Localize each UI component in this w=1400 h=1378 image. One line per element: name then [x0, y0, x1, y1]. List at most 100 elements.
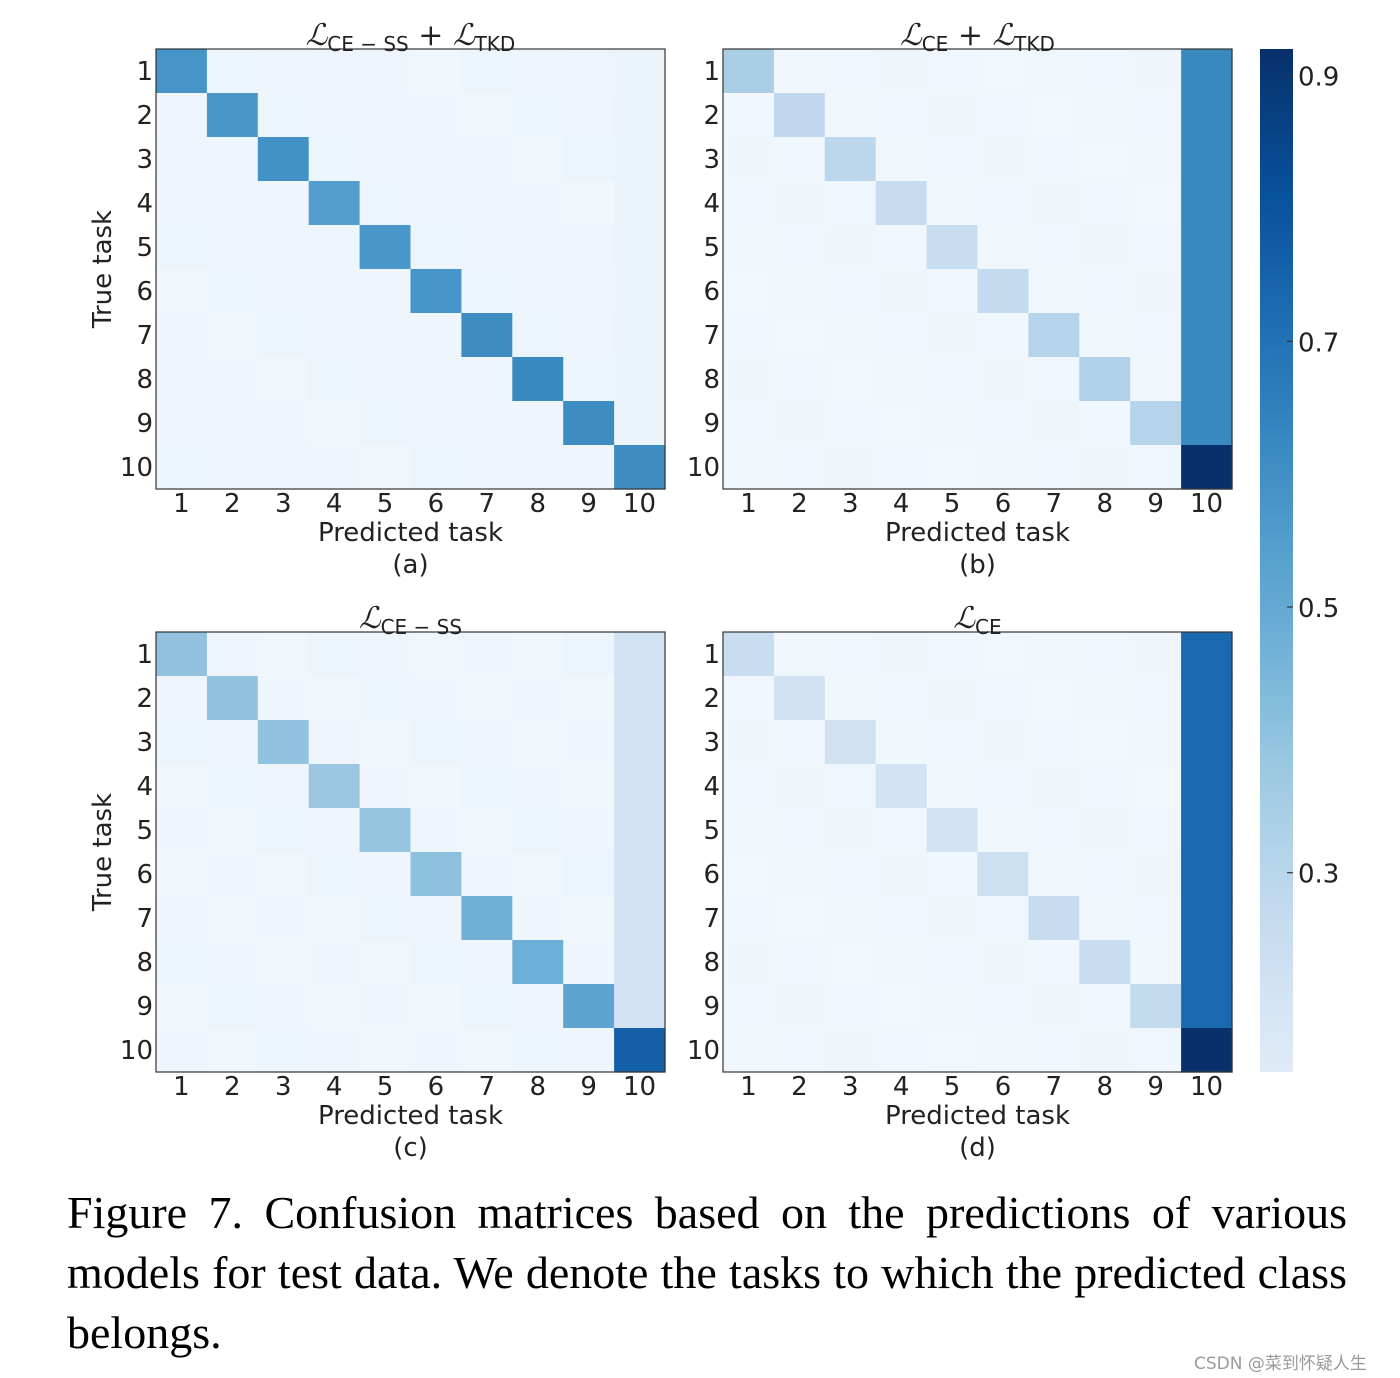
- x-axis-label: Predicted task: [885, 1101, 1070, 1131]
- matrix-cell: [977, 984, 1029, 1029]
- matrix-cell: [359, 896, 412, 941]
- matrix-cell: [1181, 896, 1233, 941]
- y-tick-label: 4: [703, 772, 720, 802]
- matrix-cell: [723, 632, 775, 677]
- matrix-cell: [461, 269, 513, 314]
- matrix-cell: [257, 896, 310, 941]
- matrix-cell: [359, 401, 412, 446]
- matrix-cell: [1079, 764, 1131, 809]
- matrix-cell: [512, 181, 564, 226]
- matrix-cell: [1079, 93, 1131, 138]
- x-axis-label: Predicted task: [318, 518, 503, 548]
- matrix-cell: [1079, 401, 1131, 446]
- matrix-cell: [461, 940, 513, 985]
- panel-label: (a): [392, 550, 428, 580]
- matrix-cell: [359, 49, 412, 94]
- matrix-cell: [926, 676, 979, 721]
- matrix-cell: [875, 676, 928, 721]
- matrix-cell: [410, 1028, 462, 1073]
- matrix-cell: [773, 632, 826, 677]
- matrix-cell: [614, 93, 666, 138]
- matrix-cell: [977, 896, 1029, 941]
- matrix-cell: [1028, 852, 1080, 897]
- matrix-cell: [308, 401, 361, 446]
- matrix-cell: [308, 357, 361, 402]
- x-tick-label: 2: [791, 489, 808, 519]
- matrix-cell: [723, 313, 775, 358]
- matrix-cell: [308, 225, 361, 270]
- matrix-cell: [206, 852, 259, 897]
- x-tick-label: 5: [377, 1072, 394, 1102]
- x-tick-label: 8: [1097, 489, 1114, 519]
- y-tick-label: 6: [703, 277, 720, 307]
- y-tick-label: 9: [703, 992, 720, 1022]
- matrix-cell: [461, 896, 513, 941]
- matrix-cell: [206, 401, 259, 446]
- colorbar-tick-label: 0.9: [1298, 63, 1339, 93]
- matrix-cell: [359, 269, 412, 314]
- matrix-cell: [461, 313, 513, 358]
- matrix-cell: [461, 676, 513, 721]
- matrix-cell: [977, 445, 1029, 490]
- matrix-cell: [257, 181, 310, 226]
- y-tick-label: 8: [136, 948, 153, 978]
- matrix-cell: [875, 357, 928, 402]
- matrix-cell: [824, 225, 877, 270]
- matrix-cell: [410, 764, 462, 809]
- matrix-cell: [824, 93, 877, 138]
- matrix-cell: [308, 1028, 361, 1073]
- x-tick-label: 9: [580, 489, 597, 519]
- matrix-cell: [512, 137, 564, 182]
- matrix-cell: [1079, 1028, 1131, 1073]
- matrix-cell: [1079, 676, 1131, 721]
- matrix-cell: [824, 720, 877, 765]
- x-tick-label: 3: [275, 489, 292, 519]
- y-tick-label: 8: [136, 365, 153, 395]
- matrix-cell: [206, 940, 259, 985]
- matrix-cell: [257, 137, 310, 182]
- matrix-cell: [824, 313, 877, 358]
- matrix-cell: [824, 137, 877, 182]
- matrix-cell: [614, 49, 666, 94]
- matrix-cell: [512, 808, 564, 853]
- matrix-cell: [977, 401, 1029, 446]
- colorbar-tick-label: 0.3: [1298, 860, 1339, 890]
- matrix-cell: [563, 181, 615, 226]
- matrix-cell: [512, 940, 564, 985]
- matrix-cell: [875, 445, 928, 490]
- matrix-cell: [257, 720, 310, 765]
- matrix-cell: [977, 632, 1029, 677]
- matrix-cell: [977, 181, 1029, 226]
- matrix-cell: [824, 269, 877, 314]
- matrix-cell: [257, 357, 310, 402]
- matrix-cell: [359, 720, 412, 765]
- matrix-cell: [563, 225, 615, 270]
- matrix-cell: [1079, 269, 1131, 314]
- y-tick-label: 7: [703, 321, 720, 351]
- matrix-cell: [359, 984, 412, 1029]
- matrix-cell: [1079, 808, 1131, 853]
- matrix-cell: [156, 896, 208, 941]
- x-tick-label: 1: [740, 1072, 757, 1102]
- x-tick-label: 1: [173, 489, 190, 519]
- matrix-cell: [1028, 764, 1080, 809]
- matrix-cell: [723, 1028, 775, 1073]
- y-tick-label: 2: [703, 684, 720, 714]
- matrix-cell: [410, 808, 462, 853]
- matrix-cell: [359, 357, 412, 402]
- matrix-cell: [926, 632, 979, 677]
- matrix-cell: [563, 984, 615, 1029]
- matrix-cell: [563, 357, 615, 402]
- matrix-cell: [461, 49, 513, 94]
- matrix-cell: [773, 181, 826, 226]
- matrix-cell: [308, 984, 361, 1029]
- matrix-cell: [773, 1028, 826, 1073]
- matrix-cell: [614, 313, 666, 358]
- x-axis-label: Predicted task: [885, 518, 1070, 548]
- matrix-cell: [977, 357, 1029, 402]
- x-tick-label: 7: [479, 1072, 496, 1102]
- x-tick-label: 6: [995, 1072, 1012, 1102]
- matrix-cell: [1028, 93, 1080, 138]
- matrix-cell: [1079, 852, 1131, 897]
- matrix-cell: [926, 49, 979, 94]
